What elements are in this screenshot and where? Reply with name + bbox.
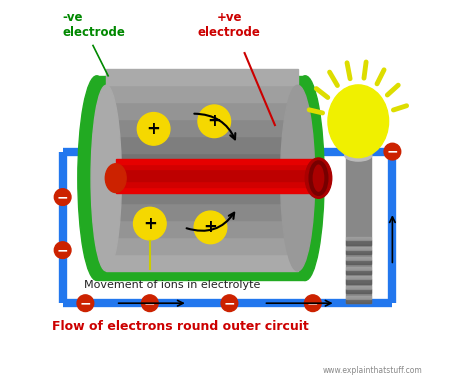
Circle shape xyxy=(198,105,230,138)
Circle shape xyxy=(304,295,321,312)
Bar xyxy=(106,204,298,220)
Bar xyxy=(346,289,371,293)
Bar xyxy=(97,76,305,280)
Bar xyxy=(106,86,298,102)
Bar xyxy=(116,158,319,164)
Circle shape xyxy=(221,295,238,312)
Circle shape xyxy=(142,295,158,312)
Bar xyxy=(346,296,371,299)
Text: −: − xyxy=(387,145,398,158)
Bar xyxy=(106,120,298,136)
Bar xyxy=(116,170,319,175)
Bar xyxy=(346,260,371,264)
Text: Flow of electrons round outer circuit: Flow of electrons round outer circuit xyxy=(52,320,309,333)
Text: Movement of ions in electrolyte: Movement of ions in electrolyte xyxy=(84,280,261,290)
Bar xyxy=(346,276,371,279)
Text: −: − xyxy=(57,243,68,257)
Bar xyxy=(106,153,298,170)
Text: −: − xyxy=(80,296,91,310)
Bar xyxy=(346,240,371,245)
Text: −: − xyxy=(57,190,68,204)
Bar xyxy=(346,250,371,254)
Ellipse shape xyxy=(91,85,121,271)
Bar xyxy=(346,286,371,289)
Circle shape xyxy=(77,295,94,312)
Circle shape xyxy=(194,211,227,244)
Ellipse shape xyxy=(305,158,332,198)
Bar xyxy=(116,187,319,193)
Bar xyxy=(116,164,319,169)
Circle shape xyxy=(384,143,401,160)
Text: +ve
electrode: +ve electrode xyxy=(198,11,261,39)
Bar xyxy=(106,69,298,85)
Ellipse shape xyxy=(345,150,372,161)
Circle shape xyxy=(55,242,71,258)
Bar xyxy=(116,176,319,181)
Text: −: − xyxy=(144,296,155,310)
Circle shape xyxy=(55,189,71,205)
Text: −: − xyxy=(224,296,235,310)
Bar xyxy=(346,299,371,303)
Text: www.explainthatstuff.com: www.explainthatstuff.com xyxy=(323,366,423,375)
Ellipse shape xyxy=(78,76,116,280)
Ellipse shape xyxy=(328,85,389,158)
Bar xyxy=(346,237,371,240)
Text: -ve
electrode: -ve electrode xyxy=(63,11,126,39)
Bar xyxy=(346,267,371,269)
Bar xyxy=(346,247,371,250)
Bar xyxy=(346,279,371,284)
Circle shape xyxy=(137,113,170,145)
Text: +: + xyxy=(207,112,221,130)
Bar xyxy=(106,103,298,119)
Text: +: + xyxy=(146,120,161,138)
Bar xyxy=(106,255,298,271)
Bar xyxy=(346,257,371,260)
Text: −: − xyxy=(307,296,319,310)
Bar xyxy=(106,136,298,153)
Bar xyxy=(106,187,298,204)
Bar xyxy=(346,155,371,303)
Circle shape xyxy=(134,207,166,240)
Bar xyxy=(106,238,298,254)
Ellipse shape xyxy=(105,164,126,193)
Bar xyxy=(106,170,298,186)
Ellipse shape xyxy=(281,85,315,271)
Bar xyxy=(346,269,371,274)
Text: +: + xyxy=(203,218,218,236)
Ellipse shape xyxy=(286,76,324,280)
Text: +: + xyxy=(143,215,157,233)
Bar xyxy=(106,221,298,237)
Bar xyxy=(116,182,319,187)
